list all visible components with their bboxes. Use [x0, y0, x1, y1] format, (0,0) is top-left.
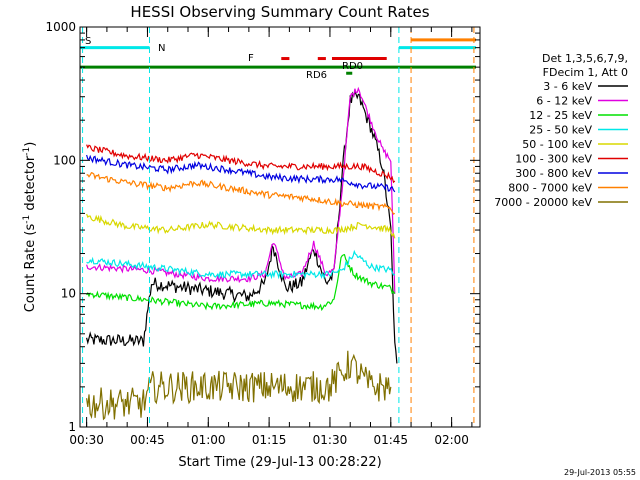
- y-tick-label-0: 1: [68, 420, 76, 434]
- annotation-rd6: RD6: [306, 70, 327, 81]
- annotation-n: N: [158, 43, 165, 54]
- legend-label-3-6-keV: 3 - 6 keV: [543, 80, 592, 93]
- x-tick-label-0: 00:30: [69, 433, 104, 447]
- legend-label-50-100-keV: 50 - 100 keV: [522, 138, 592, 151]
- annotation-s: S: [85, 36, 91, 47]
- chart-title: HESSI Observing Summary Count Rates: [130, 3, 429, 21]
- legend-label-6-12-keV: 6 - 12 keV: [536, 95, 592, 108]
- x-tick-label-5: 01:45: [373, 433, 408, 447]
- series-layer: [86, 86, 398, 421]
- series-line-300-800-keV: [86, 154, 396, 193]
- y-axis-label: Count Rate (s-1 detector-1): [22, 142, 38, 313]
- series-line-12-25-keV: [86, 254, 396, 312]
- x-axis: 00:30 00:45 01:00 01:15 01:30 01:45 02:00: [69, 27, 473, 447]
- y-axis-label-sup2: -1: [22, 147, 32, 156]
- legend: Det 1,3,5,6,7,9, FDecim 1, Att 0 3 - 6 k…: [494, 52, 628, 209]
- y-axis: 1 10 100 1000: [45, 20, 480, 434]
- x-tick-label-2: 01:00: [191, 433, 226, 447]
- y-axis-label-end: ): [23, 142, 38, 147]
- series-line-800-7000-keV: [86, 171, 396, 215]
- legend-label-25-50-keV: 25 - 50 keV: [529, 124, 592, 137]
- x-axis-label: Start Time (29-Jul-13 00:28:22): [178, 455, 381, 470]
- series-line-100-300-keV: [86, 144, 396, 184]
- annotation-f: F: [248, 53, 254, 64]
- legend-header-2: FDecim 1, Att 0: [543, 66, 628, 79]
- x-tick-label-4: 01:30: [313, 433, 348, 447]
- legend-label-12-25-keV: 12 - 25 keV: [529, 109, 592, 122]
- annotation-rd0: RD0: [342, 61, 363, 72]
- legend-label-100-300-keV: 100 - 300 keV: [515, 153, 592, 166]
- y-axis-label-main: Count Rate (s: [23, 224, 38, 313]
- x-tick-label-3: 01:15: [252, 433, 287, 447]
- series-line-50-100-keV: [86, 213, 396, 239]
- x-tick-label-1: 00:45: [130, 433, 165, 447]
- x-tick-label-6: 02:00: [434, 433, 469, 447]
- series-line-7000-20000-keV: [86, 350, 392, 421]
- legend-label-800-7000-keV: 800 - 7000 keV: [508, 182, 592, 195]
- timestamp: 29-Jul-2013 05:55: [564, 468, 636, 477]
- legend-header-1: Det 1,3,5,6,7,9,: [542, 52, 628, 65]
- plot-frame: [79, 26, 481, 428]
- series-line-25-50-keV: [86, 249, 396, 280]
- vlines-layer: [82, 27, 475, 427]
- legend-label-7000-20000-keV: 7000 - 20000 keV: [494, 196, 592, 209]
- bars-layer: [80, 38, 476, 75]
- legend-label-300-800-keV: 300 - 800 keV: [515, 167, 592, 180]
- y-axis-label-sup1: -1: [22, 215, 32, 224]
- y-tick-label-1: 10: [61, 287, 76, 301]
- y-axis-label-mid: detector: [23, 155, 38, 215]
- y-tick-label-2: 100: [53, 153, 76, 167]
- y-tick-label-3: 1000: [45, 20, 76, 34]
